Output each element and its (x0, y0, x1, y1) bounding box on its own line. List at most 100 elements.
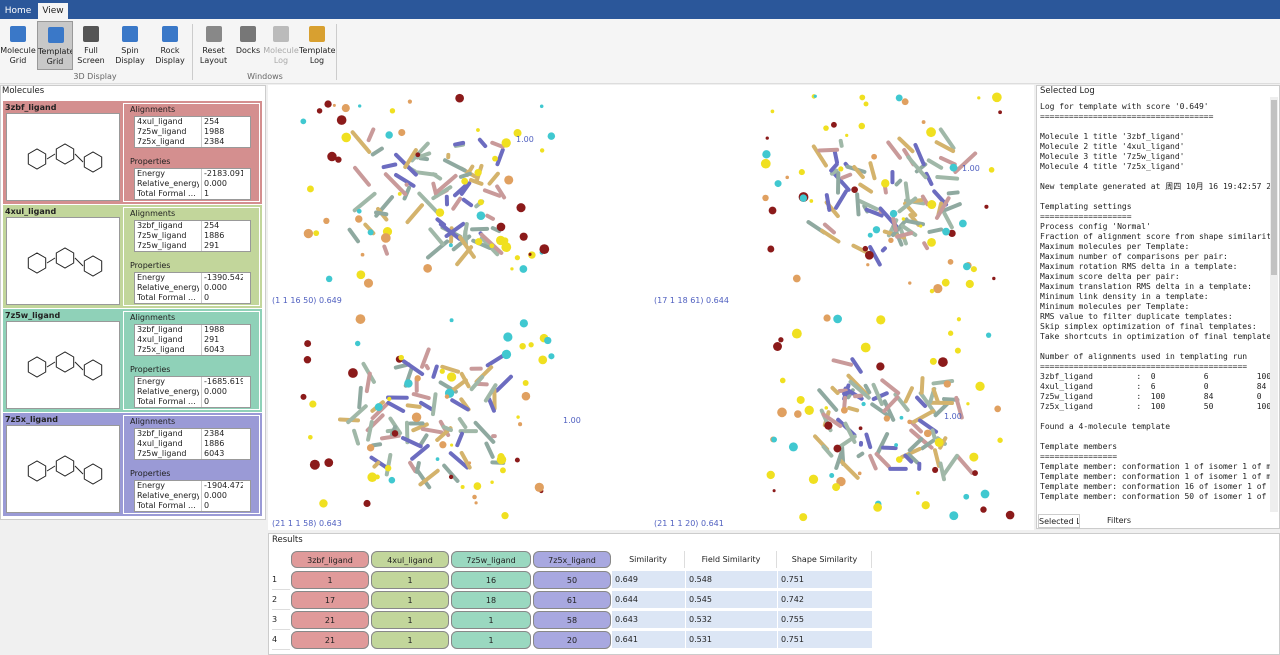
row-value[interactable]: 0 (201, 397, 243, 407)
row-value[interactable]: 2384 (201, 429, 243, 439)
row-number[interactable]: 3 (272, 610, 290, 630)
ribbon-tab[interactable]: View (38, 3, 68, 19)
column-header[interactable]: Shape Similarity (778, 551, 872, 568)
column-header[interactable]: 4xul_ligand (371, 551, 449, 568)
cell[interactable]: 16 (451, 571, 531, 589)
cell[interactable]: 21 (291, 611, 369, 629)
row-number[interactable]: 2 (272, 590, 290, 610)
bond-stick (415, 151, 432, 160)
field-point (901, 217, 906, 221)
cell[interactable]: 21 (291, 631, 369, 649)
ribbon-button[interactable]: Template Log (299, 21, 335, 70)
row-value[interactable]: 291 (201, 335, 243, 345)
bond-stick (922, 241, 930, 251)
field-point (473, 482, 482, 490)
row-value[interactable]: -2183.0916 (201, 169, 243, 179)
cell[interactable]: 0.531 (686, 631, 777, 649)
cell[interactable]: 1 (451, 611, 531, 629)
row-value[interactable]: -1904.4725 (201, 481, 243, 491)
cell[interactable]: 58 (533, 611, 611, 629)
ribbon-button[interactable]: Template Grid (37, 21, 73, 70)
ribbon-button[interactable]: Full Screen (75, 21, 107, 70)
ring (55, 247, 75, 269)
log-tab[interactable]: Filters (1107, 516, 1131, 525)
row-value[interactable]: 0 (201, 293, 243, 303)
icon-shape (10, 26, 26, 42)
cell[interactable]: 0.644 (612, 591, 685, 609)
field-point (514, 255, 520, 261)
row-value[interactable]: -1390.5422 (201, 273, 243, 283)
log-tab[interactable]: Selected Log (1038, 514, 1080, 528)
row-value[interactable]: 291 (201, 241, 243, 251)
row-value[interactable]: 1886 (201, 231, 243, 241)
row-value[interactable]: 1988 (201, 325, 243, 335)
bond-stick (821, 412, 843, 428)
log-line: Molecule 3 title '7z5w_ligand' (1040, 152, 1185, 161)
row-value[interactable]: 2384 (201, 137, 243, 147)
cell[interactable]: 0.548 (686, 571, 777, 589)
field-point (760, 158, 771, 169)
row-value[interactable]: 0.000 (201, 387, 243, 397)
ribbon-button[interactable]: Rock Display (151, 21, 189, 70)
ribbon-button[interactable]: Spin Display (111, 21, 149, 70)
cell[interactable]: 18 (451, 591, 531, 609)
cell[interactable]: 0.751 (778, 571, 872, 589)
field-point (391, 430, 399, 437)
row-value[interactable]: 254 (201, 117, 243, 127)
row-value[interactable]: 6043 (201, 345, 243, 355)
cell[interactable]: 1 (371, 611, 449, 629)
row-number[interactable]: 1 (272, 570, 290, 590)
cell[interactable]: 0.545 (686, 591, 777, 609)
bond (46, 153, 56, 160)
row-value[interactable]: 1886 (201, 439, 243, 449)
cell[interactable]: 17 (291, 591, 369, 609)
row-value[interactable]: 0.000 (201, 491, 243, 501)
bond-stick (868, 161, 877, 181)
ribbon-button[interactable]: Docks (233, 21, 263, 70)
ribbon-tab[interactable]: Home (4, 6, 32, 16)
column-header[interactable]: 3zbf_ligand (291, 551, 369, 568)
cell[interactable]: 0.742 (778, 591, 872, 609)
cell[interactable]: 0.643 (612, 611, 685, 629)
ribbon-button[interactable]: Molecule Log (263, 21, 299, 70)
cell[interactable]: 0.751 (778, 631, 872, 649)
column-header[interactable]: 7z5x_ligand (533, 551, 611, 568)
column-header[interactable]: Field Similarity (686, 551, 777, 568)
cell[interactable]: 0.755 (778, 611, 872, 629)
ribbon-button[interactable]: Molecule Grid (0, 21, 36, 70)
row-value[interactable]: 0 (201, 501, 243, 511)
cell[interactable]: 20 (533, 631, 611, 649)
cell[interactable]: 0.532 (686, 611, 777, 629)
cell[interactable]: 1 (451, 631, 531, 649)
bond-stick (424, 364, 430, 371)
icon-shape (162, 26, 178, 42)
row-value[interactable]: 254 (201, 221, 243, 231)
button-label: Log (273, 56, 289, 65)
cell[interactable]: 1 (371, 631, 449, 649)
field-point (832, 483, 841, 492)
column-header[interactable]: 7z5w_ligand (451, 551, 531, 568)
cell[interactable]: 1 (291, 571, 369, 589)
cell[interactable]: 50 (533, 571, 611, 589)
bond-stick (372, 460, 381, 469)
row-value[interactable]: -1685.6196 (201, 377, 243, 387)
row-value[interactable]: 6043 (201, 449, 243, 459)
log-line: ==================================== (1040, 112, 1214, 121)
cell[interactable]: 1 (371, 591, 449, 609)
row-number[interactable]: 4 (272, 630, 290, 650)
row-value[interactable]: 1 (201, 189, 243, 199)
row-label: 3zbf_ligand (137, 325, 183, 334)
cell[interactable]: 61 (533, 591, 611, 609)
row-value[interactable]: 1988 (201, 127, 243, 137)
cell[interactable]: 0.649 (612, 571, 685, 589)
cell[interactable]: 1 (371, 571, 449, 589)
bond-stick (953, 151, 978, 174)
cell[interactable]: 0.641 (612, 631, 685, 649)
button-icon (10, 26, 26, 42)
row-value[interactable]: 0.000 (201, 283, 243, 293)
log-line: Molecule 2 title '4xul_ligand' (1040, 142, 1185, 151)
button-icon (240, 26, 256, 42)
column-header[interactable]: Similarity (612, 551, 685, 568)
ribbon-button[interactable]: Reset Layout (195, 21, 232, 70)
row-value[interactable]: 0.000 (201, 179, 243, 189)
